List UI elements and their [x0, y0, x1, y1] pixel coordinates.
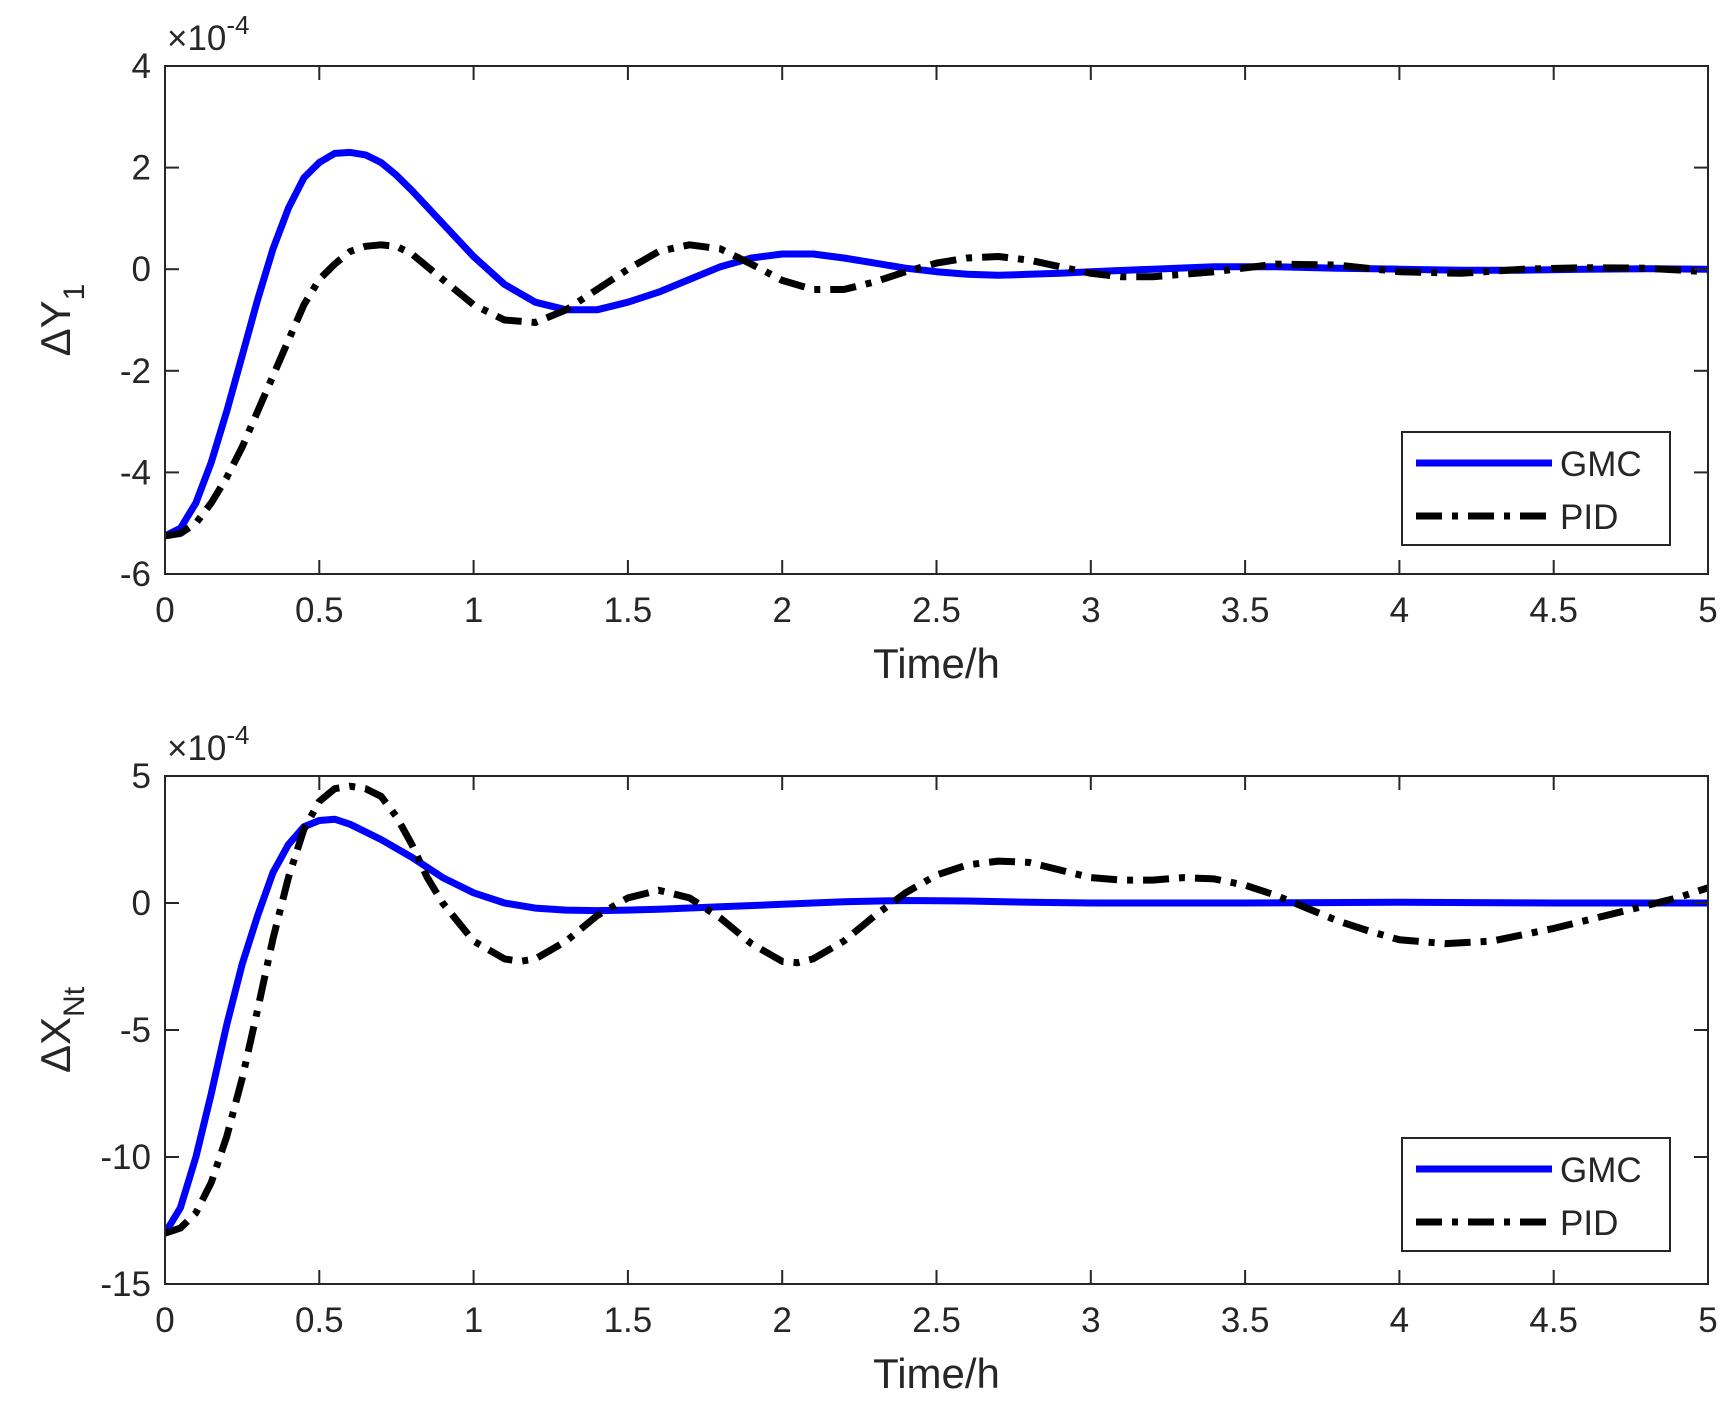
x-tick-label: 4	[1390, 1301, 1409, 1340]
x-axis-title: Time/h	[873, 1350, 1000, 1397]
exponent-label: ×10-4	[167, 720, 250, 768]
legend-label-pid: PID	[1560, 1204, 1618, 1243]
series-line-pid	[165, 241, 1708, 540]
y-tick-label: 2	[132, 149, 151, 188]
legend-box	[1401, 431, 1671, 546]
y-tick-label: -2	[120, 352, 151, 391]
x-tick-label: 4.5	[1529, 591, 1578, 630]
y-tick-label: -10	[100, 1138, 151, 1177]
x-tick-label: 1.5	[604, 1301, 653, 1340]
y-axis-title: ΔY1	[32, 284, 91, 357]
x-tick-label: 0	[155, 591, 174, 630]
y-tick-label: 5	[132, 757, 151, 796]
y-tick-label: -4	[120, 453, 151, 492]
x-tick-label: 0	[155, 1301, 174, 1340]
exponent-power: -4	[226, 720, 249, 750]
exponent-prefix: ×10	[167, 729, 226, 768]
x-tick-label: 2.5	[912, 591, 961, 630]
legend-label-pid: PID	[1560, 498, 1618, 537]
series-line-pid	[165, 782, 1708, 1237]
y-axis-title-subscript: Nt	[58, 986, 91, 1017]
y-tick-label: -15	[100, 1265, 151, 1304]
chart-panel-2: 0 0.5 1 1.5 2 2.5 3 3.5 4 4.5 5 -15 -10 -5 0 5 ×10-4 Time…	[32, 720, 1718, 1397]
x-tick-label: 3.5	[1221, 1301, 1270, 1340]
x-tick-label: 0.5	[295, 591, 344, 630]
y-axis-title-base: ΔX	[32, 1017, 79, 1073]
exponent-power: -4	[226, 10, 249, 40]
legend-label-gmc: GMC	[1560, 1151, 1642, 1190]
x-tick-label: 3	[1081, 591, 1100, 630]
y-tick-label: 0	[132, 250, 151, 289]
series-line-gmc	[165, 148, 1708, 540]
x-tick-label: 1	[464, 591, 483, 630]
series-line-gmc	[165, 815, 1708, 1236]
y-axis-title: ΔXNt	[32, 986, 91, 1073]
x-tick-label: 5	[1698, 591, 1717, 630]
x-tick-label: 0.5	[295, 1301, 344, 1340]
y-tick-label: 4	[132, 47, 151, 86]
x-tick-label: 2.5	[912, 1301, 961, 1340]
x-axis-title: Time/h	[873, 640, 1000, 687]
exponent-prefix: ×10	[167, 19, 226, 58]
y-axis-title-base: ΔY	[32, 300, 79, 356]
x-tick-label: 4.5	[1529, 1301, 1578, 1340]
x-tick-label: 2	[772, 1301, 791, 1340]
x-tick-label: 3	[1081, 1301, 1100, 1340]
y-tick-label: 0	[132, 884, 151, 923]
x-tick-label: 1	[464, 1301, 483, 1340]
chart-panel-1: 0 0.5 1 1.5 2 2.5 3 3.5 4 4.5 5-6-4-2024×10-4Time/…	[32, 10, 1718, 687]
legend: GMC PID	[1401, 431, 1671, 546]
legend: GMC PID	[1401, 1137, 1671, 1252]
exponent-label: ×10-4	[167, 10, 250, 58]
y-tick-label: -5	[120, 1011, 151, 1050]
legend-box	[1401, 1137, 1671, 1252]
x-tick-label: 3.5	[1221, 591, 1270, 630]
legend-label-gmc: GMC	[1560, 445, 1642, 484]
x-tick-label: 5	[1698, 1301, 1717, 1340]
x-tick-label: 4	[1390, 591, 1409, 630]
y-axis-title-subscript: 1	[58, 284, 91, 301]
x-tick-label: 2	[772, 591, 791, 630]
x-tick-label: 1.5	[604, 591, 653, 630]
y-tick-label: -6	[120, 555, 151, 594]
